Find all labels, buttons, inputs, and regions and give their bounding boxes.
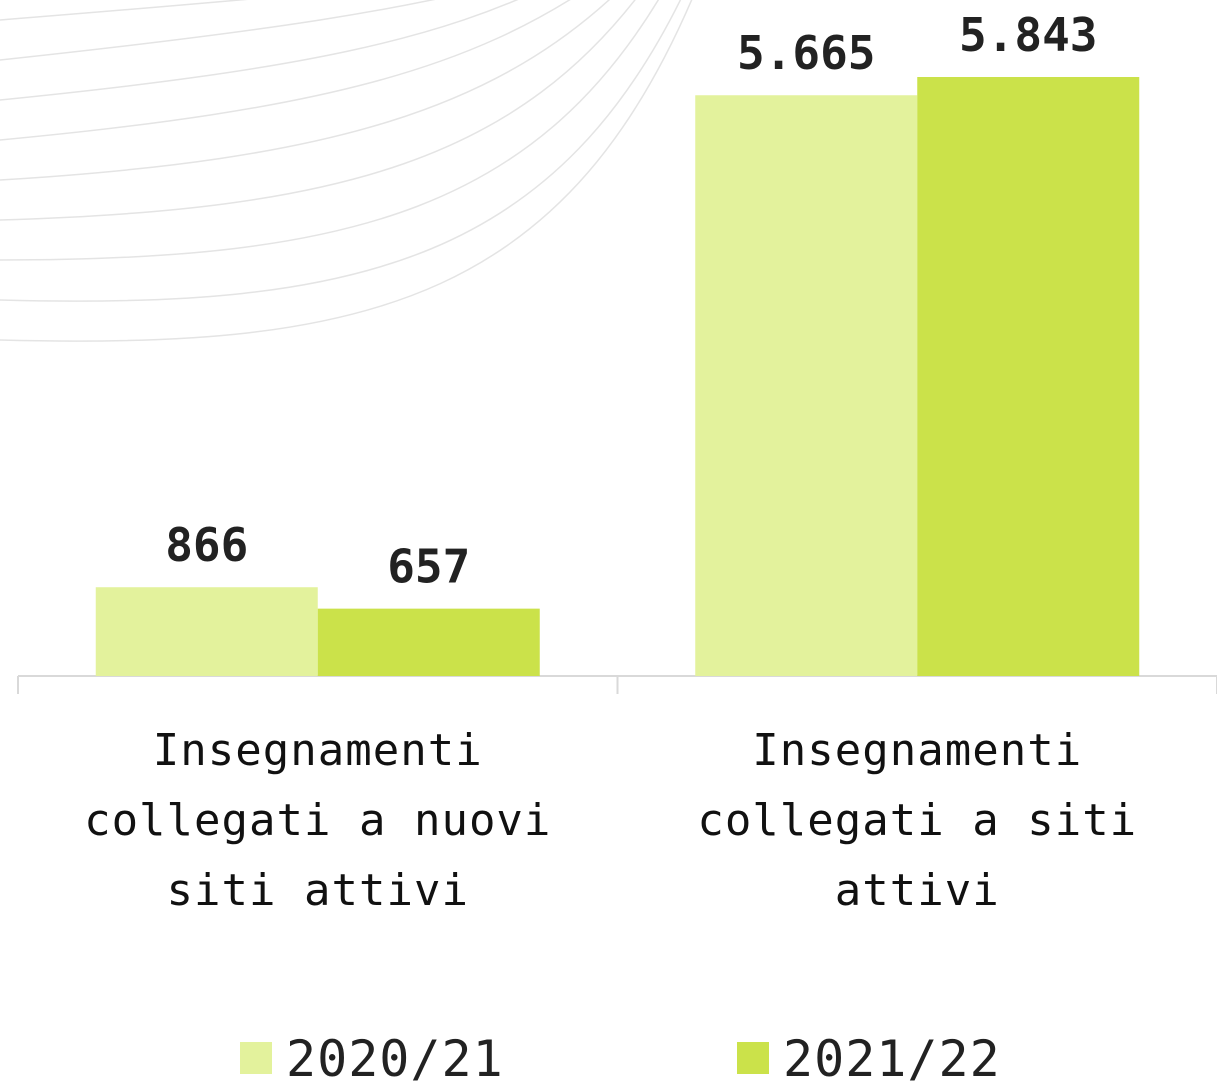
bar (95, 587, 318, 676)
data-label: 5.665 (737, 26, 875, 80)
data-label: 5.843 (959, 8, 1097, 62)
legend-swatch (737, 1042, 769, 1074)
legend-swatch (240, 1042, 272, 1074)
bar (917, 77, 1140, 676)
x-tick-label: Insegnamenti collegati a nuovi siti atti… (84, 725, 552, 916)
bar (317, 608, 540, 676)
bar (695, 95, 918, 677)
data-label: 657 (387, 540, 470, 594)
legend-label: 2020/21 (286, 1030, 504, 1083)
data-label: 866 (165, 518, 248, 572)
background-waves (0, 0, 693, 342)
legend-label: 2021/22 (783, 1030, 1001, 1083)
x-tick-label: Insegnamenti collegati a siti attivi (697, 725, 1138, 916)
